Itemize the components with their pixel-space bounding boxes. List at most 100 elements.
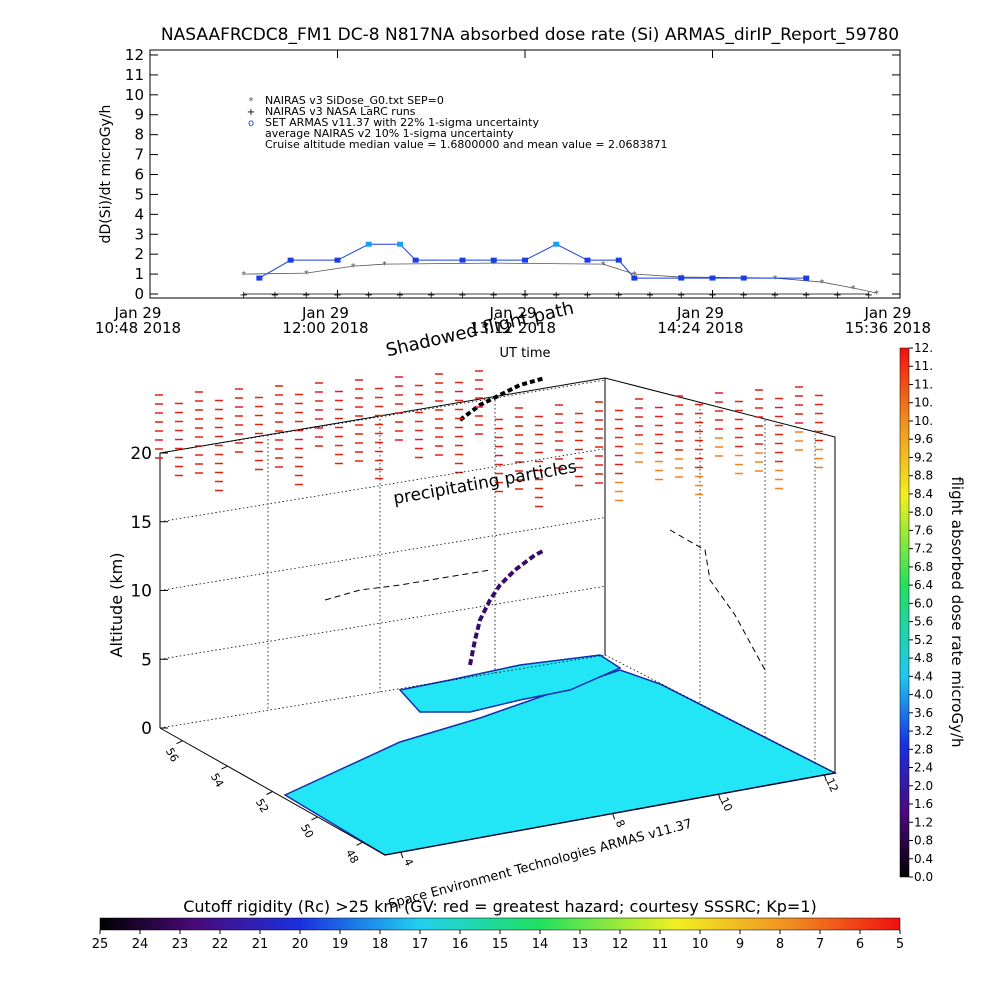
grid-line [159,517,606,591]
rigidity-tick-label: 23 [172,937,189,952]
lon-tick-label: 10 [717,795,735,813]
y-tick-label: 5 [134,185,144,203]
y-tick-label: 11 [125,66,144,84]
marker: * [491,259,496,270]
marker [522,257,528,263]
colorbar-tick-label: 11. [914,359,933,373]
annotation: Cruise altitude median value = 1.6800000… [265,138,668,151]
y-tick-label: 7 [134,146,144,164]
rigidity-tick-label: 11 [652,937,669,952]
y-tick-label: 0 [134,285,144,303]
flight-path-shadow [458,376,546,422]
rigidity-tick-label: 24 [132,937,149,952]
marker [740,275,747,281]
lon-tick-label: 4 [401,856,416,868]
annotation: average NAIRAS v2 10% 1-sigma uncertaint… [265,127,514,140]
x-axis-label: UT time [500,346,551,361]
colorbar-tick-label: 6.0 [914,596,933,610]
colorbar-tick-label: 8.4 [914,487,933,501]
colorbar-tick-label: 3.6 [914,706,933,720]
marker [365,241,372,247]
colorbar-tick-label: 3.2 [914,724,933,738]
marker: * [601,260,606,271]
z-tick-label: 10 [130,582,152,602]
marker: * [351,262,356,273]
colorbar-tick-label: 5.2 [914,633,933,647]
marker: * [304,269,309,280]
colorbar-tick-label: 8.0 [914,505,933,519]
lon-tick [400,851,404,859]
colorbar-tick-label: 0.8 [914,834,933,848]
x-tick-label: Jan 29 15:36 2018 [845,304,931,337]
x-tick-label: Jan 29 13:12 2018 [470,304,556,337]
grid-line [159,448,606,523]
z-tick-label: 15 [130,513,152,533]
marker: * [382,260,387,271]
marker: + [833,290,841,301]
rigidity-tick-label: 18 [372,937,389,952]
marker: + [396,290,404,301]
marker [490,257,497,263]
legend-symbol: * [249,96,254,107]
y-tick-label: 6 [134,165,144,183]
marker [256,275,263,281]
series-line [259,243,807,279]
rigidity-tick-label: 25 [92,937,109,952]
land [398,654,622,713]
marker [553,241,560,247]
legend-label: SET ARMAS v11.37 with 22% 1-sigma uncert… [265,116,539,129]
marker: * [241,270,246,281]
marker: + [458,290,466,301]
colorbar-tick-label: 12. [914,341,933,355]
rigidity-tick-label: 8 [776,937,784,952]
marker [412,257,419,263]
y-tick-label: 8 [134,126,144,144]
z-tick-label: 20 [130,444,152,464]
rigidity-tick-label: 6 [856,937,864,952]
z-axis-label: Altitude (km) [107,553,126,658]
marker [709,275,716,281]
colorbar-tick-label: 8.8 [914,469,933,483]
marker [631,275,638,281]
y-tick-label: 2 [134,245,144,263]
rigidity-tick-label: 14 [532,937,549,952]
lon-tick-label: 12 [823,776,841,794]
grid-line [159,379,606,454]
marker: + [490,290,498,301]
colorbar-label: flight absorbed dose rate microGy/h [948,476,966,747]
rigidity-tick-label: 22 [212,937,229,952]
marker [584,257,591,263]
y-tick-label: 1 [134,265,144,283]
flight-path [468,548,546,666]
marker: + [646,290,654,301]
marker [287,257,294,263]
z-tick-label: 0 [141,719,152,739]
lon-tick [823,774,827,782]
legend-label: NAIRAS v3 SiDose_G0.txt SEP=0 [265,94,444,107]
colorbar-tick-label: 7.6 [914,523,933,537]
rigidity-colorbar [99,917,901,931]
rigidity-tick-label: 9 [736,937,744,952]
marker: + [615,290,623,301]
colorbar-tick-label: 6.4 [914,578,933,592]
marker [678,275,685,281]
marker: + [333,290,341,301]
colorbar-tick-label: 4.0 [914,688,933,702]
lat-tick [311,816,318,821]
flight-path-shadow [324,569,491,601]
colorbar-tick-label: 4.4 [914,669,933,683]
x-tick-label: Jan 29 12:00 2018 [282,304,368,337]
legend-symbol: + [247,107,255,118]
colorbar-tick-label: 0.4 [914,852,933,866]
colorbar-tick-label: 6.8 [914,560,933,574]
y-tick-label: 3 [134,225,144,243]
land [283,669,838,856]
annotation: precipitating particles [392,457,579,509]
z-tick-label: 5 [141,650,152,670]
y-tick-label: 4 [134,205,144,223]
lat-tick-label: 56 [163,746,181,765]
rigidity-tick-label: 7 [816,937,824,952]
marker: + [802,290,810,301]
legend-label: NAIRAS v3 NASA LaRC runs [265,105,416,118]
